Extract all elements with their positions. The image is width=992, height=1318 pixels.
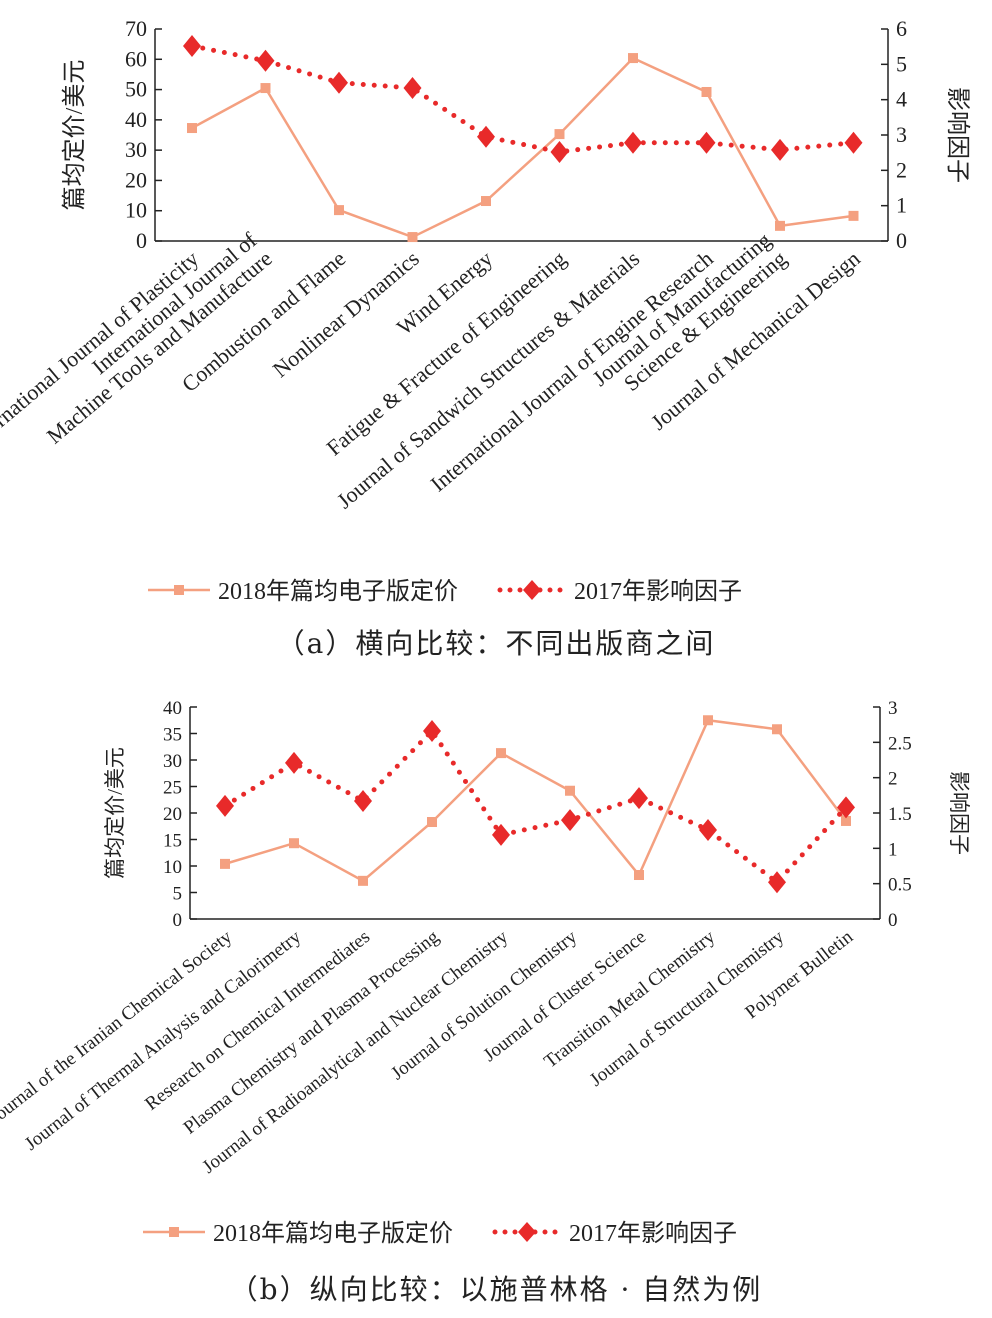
chart-a-y2-axis-label: 影响因子 [944,87,971,183]
chart-b-y2-tick-label: 2 [888,769,898,790]
chart-a-y2-tick-label: 3 [896,122,907,147]
chart-b-price-point [427,817,437,828]
chart-b-impact-point [492,823,510,846]
chart-a-y2-tick-label: 0 [896,228,907,253]
chart-b-price-point [565,785,575,796]
chart-a-y-tick-label: 30 [125,137,147,162]
chart-b-series-price-line [223,718,848,883]
chart-b-legend-impact-label: 2017年影响因子 [569,1220,737,1247]
chart-a-impact-point [477,125,495,148]
chart-b-legend-price-label: 2018年篇均电子版定价 [213,1220,453,1247]
chart-b-y-tick-label: 5 [173,884,183,905]
chart-b-impact-point [768,871,786,894]
chart-a-price-point [628,53,638,64]
chart-b-price-point [634,870,644,881]
chart-b-y-tick-label: 40 [163,698,182,719]
chart-b-x-tick-label: Journal of the Iranian Chemical Society [0,926,236,1129]
chart-b-y2-tick-label: 0.5 [888,875,912,896]
chart-b-y2-tick-label: 1.5 [888,804,912,825]
chart-a-impact-point [330,71,348,94]
chart-a-price-point [554,129,565,140]
chart-a-price-point [701,86,712,97]
chart-b-y2-tick-label: 3 [888,698,898,719]
chart-a-y-tick-label: 60 [125,46,147,71]
caption-b: （b）纵向比较：以施普林格 · 自然为例 [229,1273,763,1306]
chart-b-y-axis-label: 篇均定价/美元 [103,747,127,879]
chart-a-impact-point [771,138,789,161]
chart-a-impact-point [550,140,569,163]
chart-b-price-point [703,715,713,726]
chart-a-impact-point [844,131,863,154]
chart-a-legend-price-label: 2018年篇均电子版定价 [218,578,458,605]
chart-b-y-tick-label: 0 [173,910,183,931]
chart-b-y2-tick-label: 2.5 [888,733,912,754]
chart-a-y2-tick-label: 1 [896,193,907,218]
chart-b-x-tick-label: Plasma Chemistry and Plasma Processing [180,926,444,1138]
chart-b-series-impact-line [222,727,849,886]
chart-b-impact-point [699,818,717,841]
chart-a-y2-tick-label: 5 [896,51,907,76]
chart-a-price-point [775,220,785,231]
chart-a-impact-point [624,131,642,154]
chart-b-price-point [841,815,851,826]
chart-a-legend-price-marker [174,585,184,595]
chart-a-y-tick-label: 70 [125,16,147,41]
chart-b-y2-tick-label: 0 [888,910,898,931]
chart-b-y-tick-label: 20 [163,804,182,825]
chart-a-y-tick-label: 10 [125,198,147,223]
chart-b-y2-axis-label: 影响因子 [947,771,971,855]
chart-b-legend-impact-marker [518,1222,536,1242]
chart-a-y2-tick-label: 2 [896,157,907,182]
chart-a-y2-tick-label: 6 [896,16,907,41]
chart-a-y-tick-label: 0 [136,228,147,253]
chart-b-y-tick-label: 35 [163,725,182,746]
chart-a-y-axis-label: 篇均定价/美元 [61,60,88,211]
chart-b-price-point [496,748,506,759]
chart-a-y-tick-label: 20 [125,167,147,192]
chart-b-y-tick-label: 25 [163,778,182,799]
chart-b-impact-point [630,787,648,810]
chart-a-y2-tick-label: 4 [896,87,907,112]
chart-a-y-tick-label: 40 [125,107,147,132]
x-tick-label-line: Journal of Manufacturing [587,227,775,391]
chart-b-legend-price-marker [169,1227,179,1237]
chart-a-price-point [848,210,859,221]
chart-a-series-impact-line [189,43,856,155]
chart-b-price-point [220,858,230,869]
chart-a-price-point [334,205,344,216]
chart-b-impact-point [423,720,441,743]
chart-b-y-tick-label: 30 [163,751,182,772]
chart-b-impact-point [561,809,579,832]
chart-a-legend-impact-marker [523,580,541,600]
chart-b-price-point [358,875,368,886]
chart-a-impact-point [697,131,716,154]
chart-b-impact-point [216,794,234,817]
chart-a-series-price-line [190,56,855,239]
chart-a-price-point [260,83,271,94]
x-tick-label-line: Plasma Chemistry and Plasma Processing [180,926,444,1138]
chart-a-impact-point [403,77,422,100]
chart-a-price-point [187,123,197,134]
chart-b-price-point [289,838,299,849]
chart-a-impact-point [183,34,201,57]
chart-a-impact-point [256,49,275,72]
caption-a: （a）横向比较：不同出版商之间 [276,627,716,660]
chart-b-impact-point [837,796,855,819]
chart-b-price-point [772,724,782,735]
x-tick-label-line: Journal of the Iranian Chemical Society [0,926,236,1129]
chart-b-y2-tick-label: 1 [888,839,898,860]
chart-b-impact-point [285,751,303,774]
chart-a-legend-impact-label: 2017年影响因子 [574,578,742,605]
chart-a-price-point [407,232,418,243]
chart-b-y-tick-label: 15 [163,831,182,852]
chart-a-y-tick-label: 50 [125,77,147,102]
chart-a-price-point [481,196,491,207]
chart-b-y-tick-label: 10 [163,857,182,878]
chart-b-impact-point [354,789,372,812]
